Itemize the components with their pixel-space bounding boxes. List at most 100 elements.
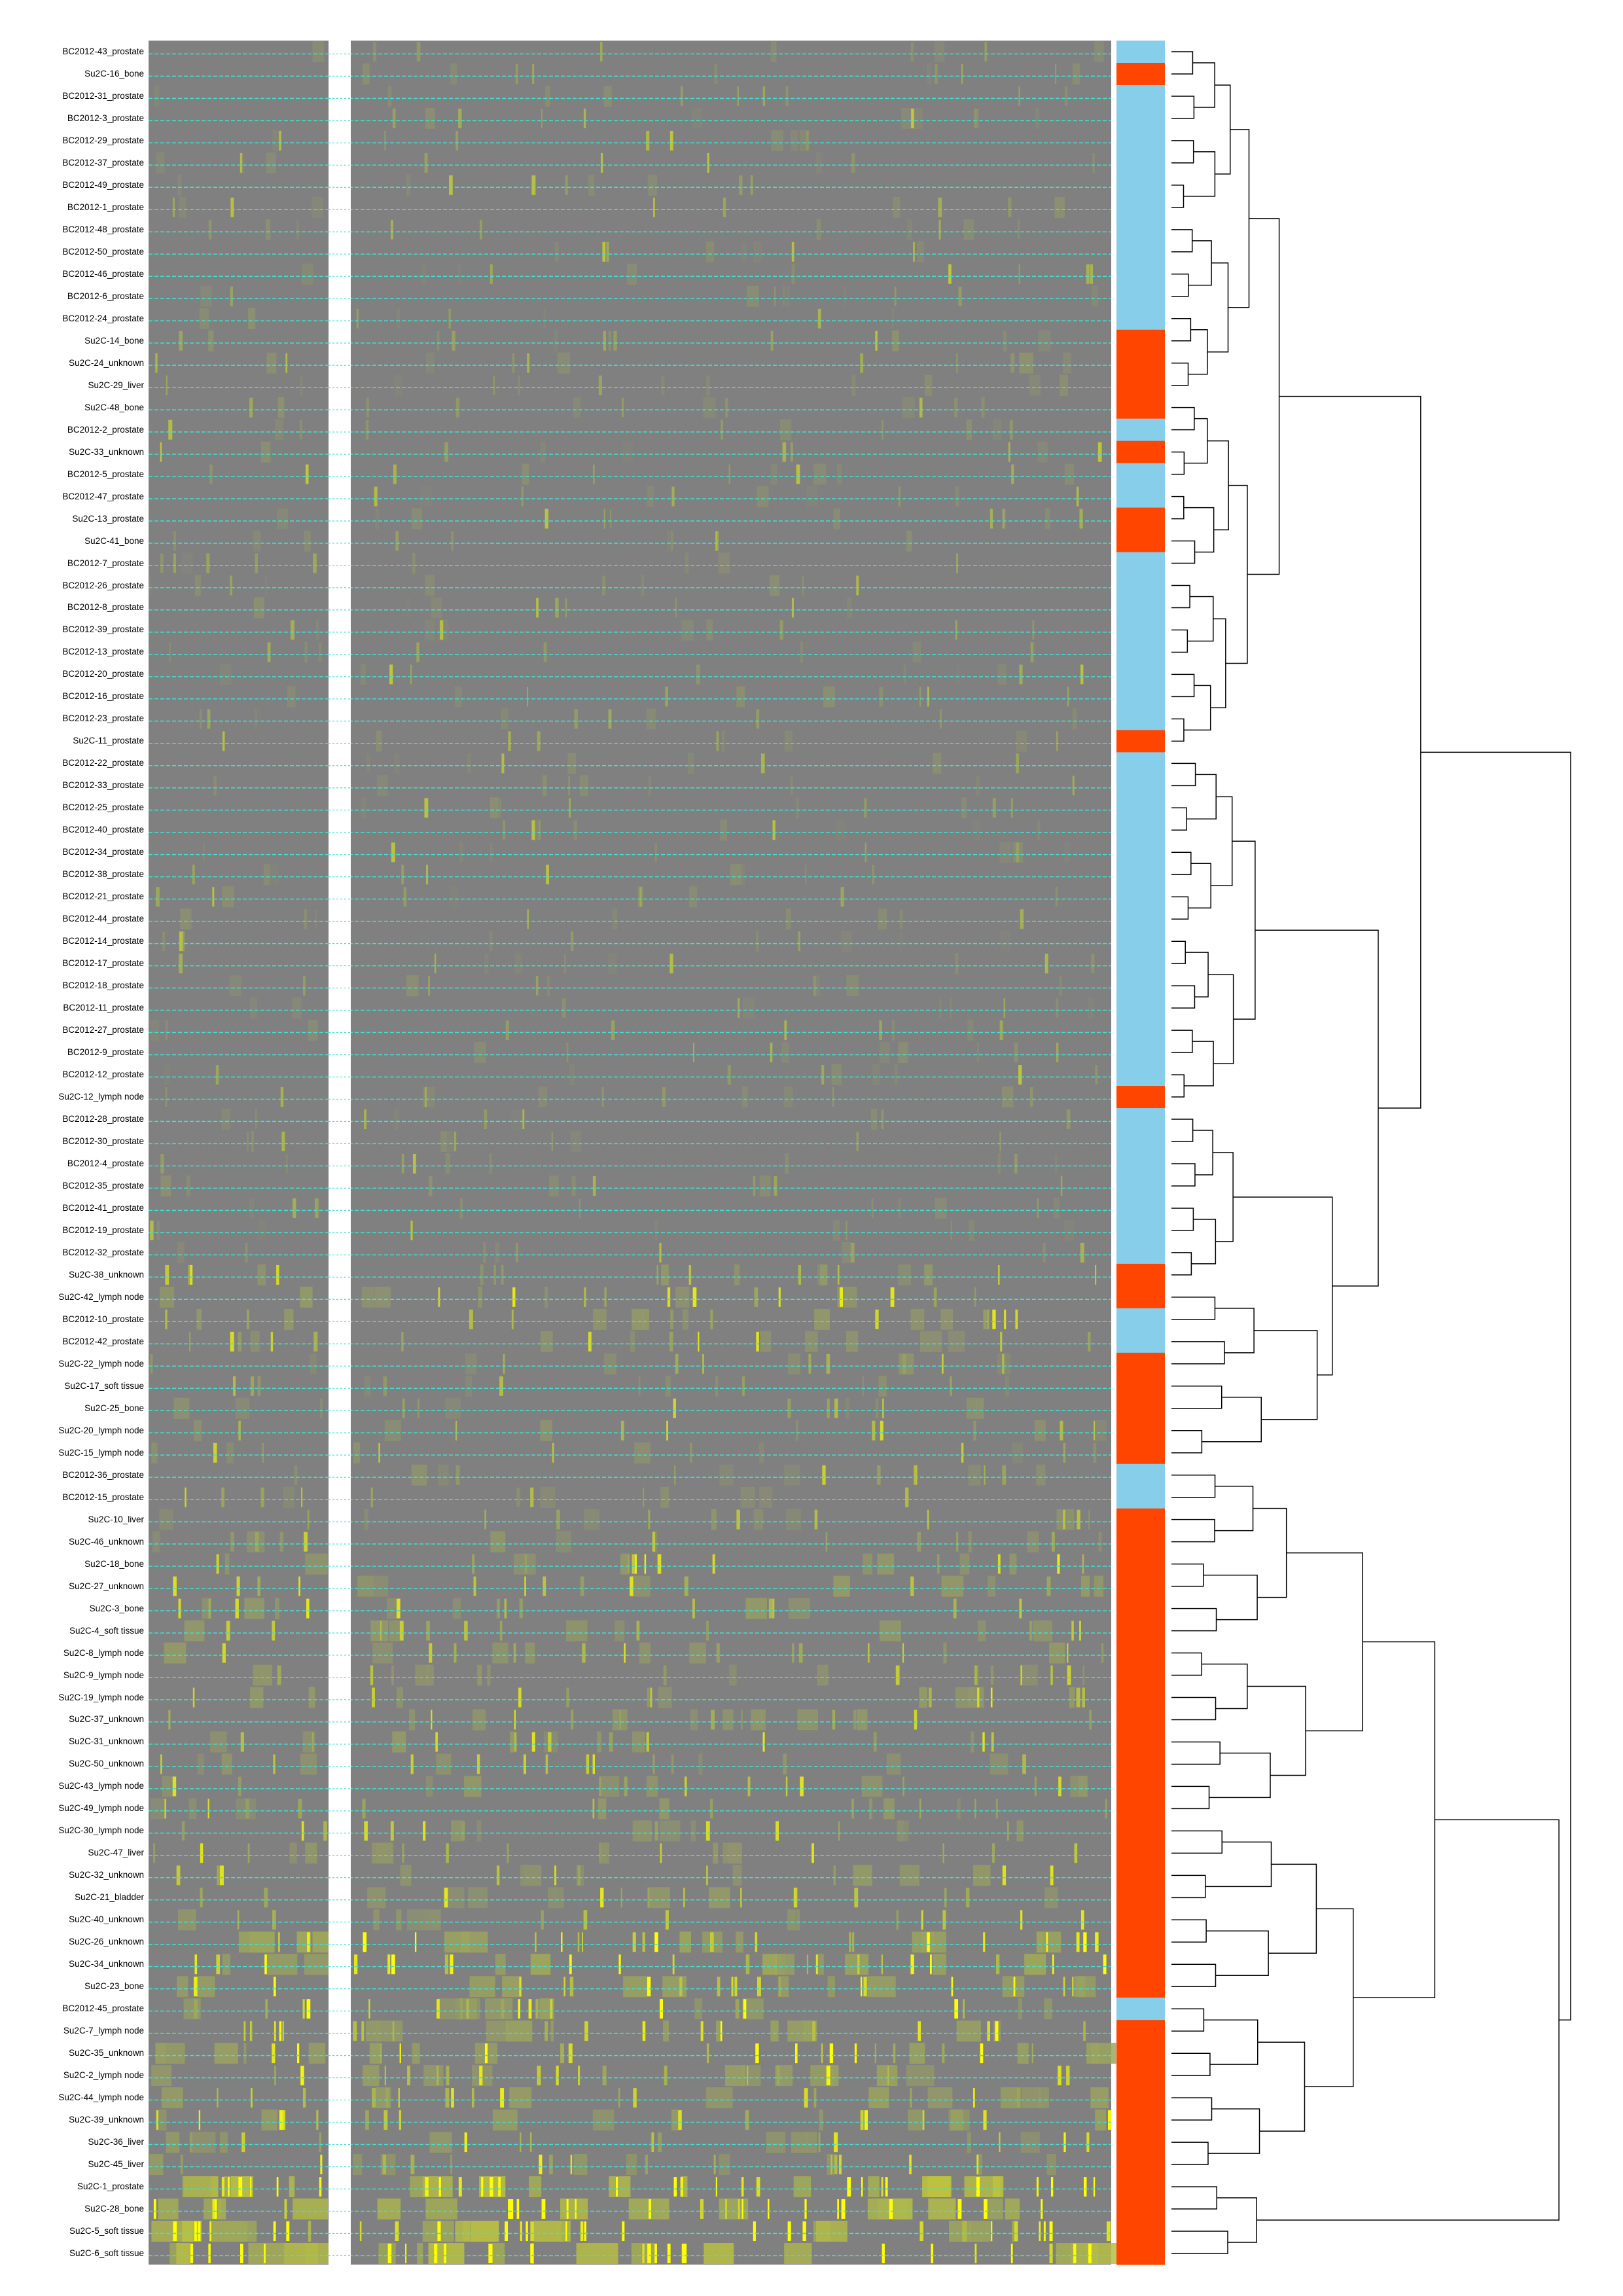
heatmap-cell bbox=[597, 1798, 607, 1820]
heatmap-cell bbox=[402, 1398, 405, 1418]
heatmap-cell bbox=[832, 1219, 840, 1241]
heatmap-row bbox=[151, 2065, 1070, 2087]
heatmap-cell bbox=[798, 931, 801, 952]
group-color-bar bbox=[1116, 641, 1165, 664]
dendrogram-branch bbox=[1171, 1252, 1192, 1276]
heatmap-cell bbox=[616, 2177, 618, 2197]
heatmap-cell bbox=[957, 1798, 961, 1820]
row-label: BC2012-27_prostate bbox=[62, 1025, 144, 1035]
heatmap-cell bbox=[659, 1999, 664, 2019]
heatmap-cell bbox=[400, 1865, 412, 1886]
heatmap-cell bbox=[207, 1799, 209, 1819]
heatmap-cell bbox=[768, 1598, 773, 1619]
row-label: Su2C-35_unknown bbox=[69, 2048, 144, 2058]
heatmap-cell bbox=[248, 2243, 285, 2264]
heatmap-cell bbox=[524, 1554, 527, 1574]
heatmap-cell bbox=[941, 1354, 944, 1374]
heatmap-cell bbox=[353, 2154, 363, 2176]
heatmap-row bbox=[160, 1153, 1057, 1174]
heatmap-cell bbox=[376, 730, 382, 752]
heatmap-cell bbox=[150, 1798, 166, 1820]
heatmap-cell bbox=[642, 1309, 644, 1329]
heatmap-cell bbox=[690, 1443, 692, 1463]
heatmap-cell bbox=[300, 2066, 304, 2086]
heatmap-cell bbox=[1016, 753, 1020, 774]
heatmap-cell bbox=[593, 464, 595, 484]
heatmap-cell bbox=[875, 331, 878, 351]
row-label: BC2012-7_prostate bbox=[67, 558, 144, 568]
heatmap-cell bbox=[160, 1175, 171, 1196]
heatmap-cell bbox=[566, 1043, 569, 1063]
heatmap-cell bbox=[192, 865, 195, 885]
dendrogram-branch bbox=[1233, 1196, 1333, 1376]
heatmap-row bbox=[200, 1887, 1058, 1909]
heatmap-cell bbox=[592, 1175, 596, 1196]
heatmap-cell bbox=[458, 2177, 462, 2197]
heatmap-cell bbox=[372, 1687, 375, 1708]
heatmap-cell bbox=[540, 441, 546, 463]
heatmap-row bbox=[150, 1798, 1107, 1820]
heatmap-cell bbox=[298, 1799, 302, 1819]
group-color-bar bbox=[1116, 1775, 1165, 1798]
heatmap-cell bbox=[740, 1888, 742, 1908]
dendrogram-branch bbox=[1171, 762, 1196, 787]
heatmap-row bbox=[156, 152, 1095, 173]
heatmap-cell bbox=[302, 2088, 306, 2108]
heatmap-cell bbox=[495, 1242, 499, 1263]
heatmap-cell bbox=[438, 1998, 460, 2020]
heatmap-cell bbox=[255, 1532, 259, 1552]
heatmap-row bbox=[177, 1242, 1084, 1263]
heatmap-cell bbox=[249, 397, 253, 418]
heatmap-cell bbox=[455, 397, 460, 418]
heatmap-row bbox=[159, 1509, 1090, 1530]
group-color-bar bbox=[1116, 440, 1165, 464]
heatmap-cell bbox=[518, 1687, 522, 1708]
heatmap-cell bbox=[791, 598, 794, 618]
heatmap-cell bbox=[257, 1576, 260, 1596]
heatmap-cell bbox=[160, 1754, 162, 1774]
heatmap-cell bbox=[549, 2155, 553, 2175]
heatmap-cell bbox=[759, 1486, 773, 1508]
heatmap-cell bbox=[557, 352, 570, 374]
heatmap-cell bbox=[535, 976, 539, 996]
heatmap-cell bbox=[261, 2109, 278, 2131]
row-label: Su2C-26_unknown bbox=[69, 1937, 144, 1947]
heatmap-cell bbox=[449, 886, 459, 908]
heatmap-cell bbox=[863, 1553, 873, 1575]
heatmap-cell bbox=[539, 820, 541, 840]
heatmap-cell bbox=[384, 1420, 401, 1441]
heatmap-cell bbox=[872, 865, 874, 885]
group-color-bar bbox=[1116, 685, 1165, 708]
heatmap-cell bbox=[364, 1109, 366, 1130]
group-color-bar bbox=[1116, 1508, 1165, 1532]
heatmap-cell bbox=[941, 1575, 964, 1597]
group-color-bar bbox=[1116, 908, 1165, 931]
heatmap-cell bbox=[168, 420, 173, 440]
heatmap-cell bbox=[787, 1909, 796, 1931]
heatmap-cell bbox=[536, 598, 539, 618]
heatmap-cell bbox=[410, 2155, 415, 2175]
heatmap-cell bbox=[974, 1799, 976, 1819]
dendrogram-branch bbox=[1202, 1397, 1262, 1443]
dendrogram-branch bbox=[1171, 1297, 1216, 1320]
group-color-bar bbox=[1116, 351, 1165, 375]
heatmap-cell bbox=[179, 931, 183, 952]
heatmap-cell bbox=[584, 2221, 586, 2242]
row-label: BC2012-36_prostate bbox=[62, 1469, 144, 1480]
heatmap-cell bbox=[428, 976, 430, 996]
heatmap-cell bbox=[566, 2199, 569, 2219]
heatmap-cell bbox=[444, 2244, 446, 2263]
heatmap-cell bbox=[999, 1132, 1001, 1151]
heatmap-cell bbox=[940, 1308, 954, 1330]
heatmap-cell bbox=[919, 2221, 923, 2242]
row-label: Su2C-42_lymph node bbox=[58, 1291, 144, 1302]
heatmap-cell bbox=[181, 552, 193, 574]
heatmap-cell bbox=[570, 1131, 582, 1152]
heatmap-cell bbox=[1072, 776, 1075, 796]
heatmap-cell bbox=[279, 1532, 284, 1552]
heatmap-cell bbox=[1020, 1665, 1022, 1685]
heatmap-cell bbox=[434, 2244, 437, 2263]
heatmap-cell bbox=[673, 1398, 676, 1418]
heatmap-cell bbox=[755, 2043, 759, 2064]
heatmap-cell bbox=[961, 63, 963, 84]
